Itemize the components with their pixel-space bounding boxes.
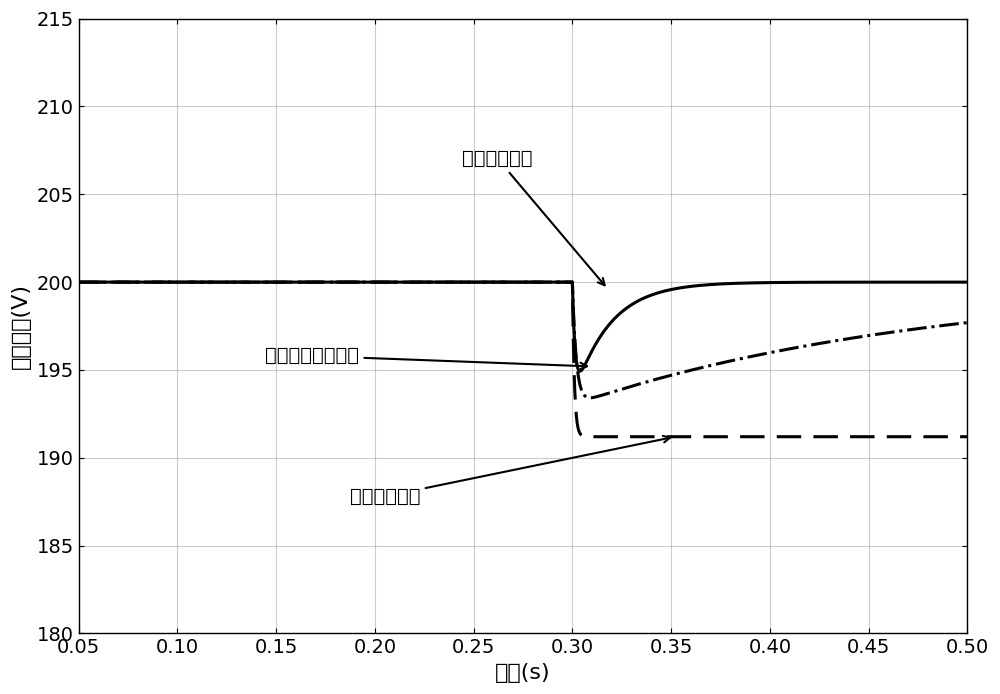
Text: 所提控制方法: 所提控制方法 — [462, 149, 605, 285]
Text: 反步控制方法: 反步控制方法 — [350, 436, 670, 506]
Text: 比例积分控制方法: 比例积分控制方法 — [265, 346, 587, 369]
Y-axis label: 直流电压(V): 直流电压(V) — [11, 283, 31, 369]
X-axis label: 时间(s): 时间(s) — [495, 663, 551, 683]
